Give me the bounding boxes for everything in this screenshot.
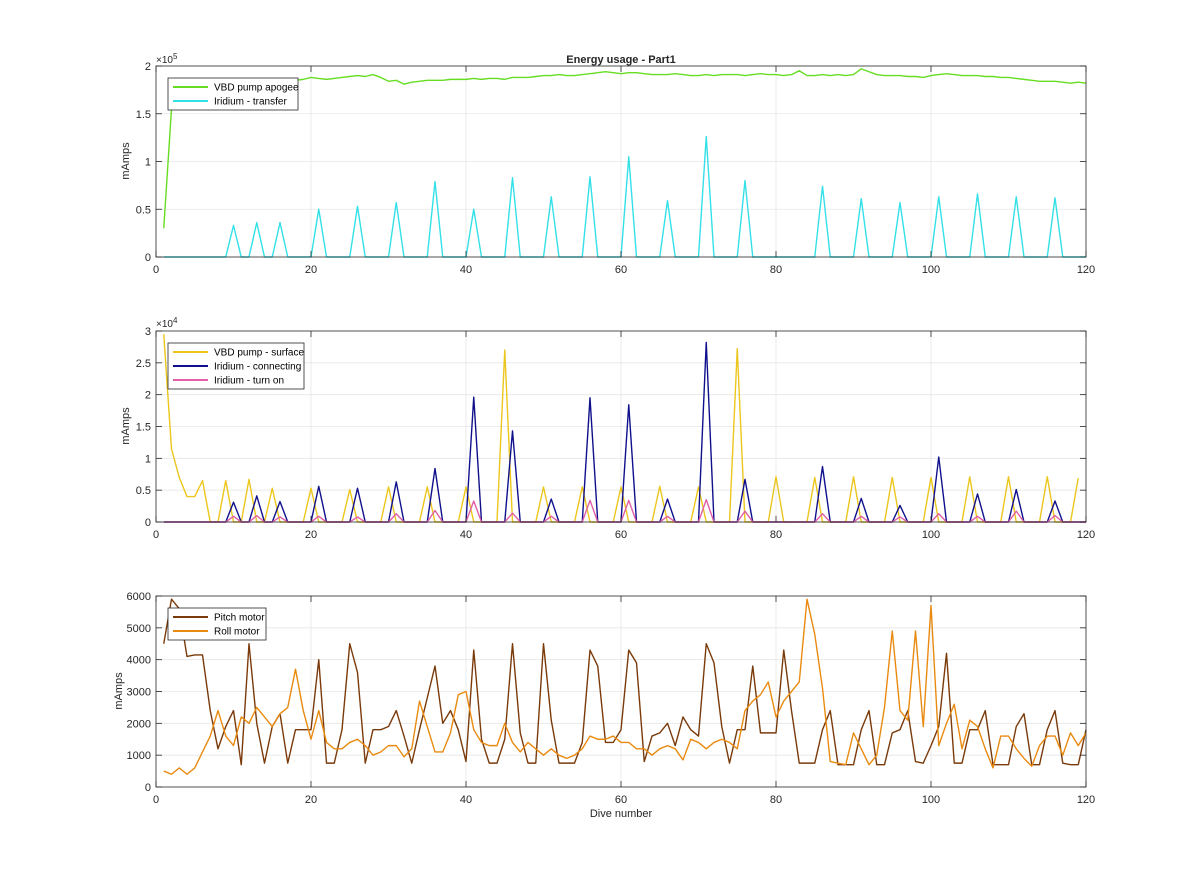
x-tick-label: 80 [770, 794, 782, 806]
legend-entry-label: Iridium - turn on [214, 376, 284, 387]
x-tick-label: 80 [770, 264, 782, 276]
series-line-2 [163, 598, 1087, 775]
y-tick-label: 2 [145, 390, 151, 402]
grid-lines [156, 66, 1086, 257]
y-tick-label: 3 [145, 326, 151, 338]
y-tick-label: 0.5 [136, 485, 151, 497]
tick-layer: 0 20 40 60 80 100 120 0 0.5 1 1.5 2 2.5 3 [136, 326, 1095, 541]
series-line-2 [163, 341, 1086, 523]
y-exponent-label: ×104 [156, 316, 178, 330]
y-tick-label: 3000 [127, 687, 151, 699]
x-tick-label: 40 [460, 794, 472, 806]
y-tick-label: 0 [145, 782, 151, 794]
legend-entry-label: Roll motor [214, 627, 260, 638]
y-tick-label: 1 [145, 157, 151, 169]
legend-entry-label: VBD pump apogee [214, 83, 299, 94]
y-tick-label: 1000 [127, 750, 151, 762]
series-layer [163, 598, 1087, 775]
y-tick-label: 0.5 [136, 204, 151, 216]
series-layer [163, 334, 1086, 523]
y-tick-label: 1.5 [136, 422, 151, 434]
x-tick-label: 120 [1077, 529, 1095, 541]
x-tick-label: 120 [1077, 264, 1095, 276]
x-tick-label: 0 [153, 529, 159, 541]
y-tick-label: 5000 [127, 623, 151, 635]
x-tick-label: 100 [922, 264, 940, 276]
series-layer [163, 68, 1087, 258]
y-exponent-label: ×105 [156, 52, 178, 66]
legend: VBD pump - surface Iridium - connecting Ir… [167, 342, 304, 390]
subplot-bottom: 0 20 40 60 80 100 120 0 1000 2000 3000 4000 5000 6000… [113, 591, 1095, 820]
y-tick-label: 1 [145, 453, 151, 465]
y-tick-label: 2.5 [136, 358, 151, 370]
legend-entry-label: Pitch motor [214, 613, 265, 624]
x-tick-label: 60 [615, 264, 627, 276]
x-tick-label: 40 [460, 264, 472, 276]
x-tick-label: 120 [1077, 794, 1095, 806]
series-line-3 [163, 499, 1086, 523]
y-tick-label: 4000 [127, 655, 151, 667]
x-tick-label: 100 [922, 529, 940, 541]
x-tick-label: 20 [305, 264, 317, 276]
x-tick-label: 40 [460, 529, 472, 541]
x-tick-label: 60 [615, 529, 627, 541]
series-line-2 [163, 135, 1086, 258]
legend-box [167, 77, 299, 111]
y-tick-label: 2000 [127, 718, 151, 730]
legend: Pitch motor Roll motor [167, 607, 267, 641]
grid-lines [156, 596, 1086, 787]
y-tick-label: 0 [145, 517, 151, 529]
series-line-1 [163, 334, 1079, 523]
y-tick-label: 0 [145, 252, 151, 264]
x-tick-label: 20 [305, 794, 317, 806]
x-axis-label: Dive number [590, 808, 653, 820]
subplot-top: 0 20 40 60 80 100 120 0 0.5 1 1.5 2 ×105 mAmps VBD … [120, 52, 1095, 276]
x-tick-label: 20 [305, 529, 317, 541]
tick-layer: 0 20 40 60 80 100 120 0 1000 2000 3000 4000 5000 6000 [127, 591, 1096, 806]
series-line-1 [163, 598, 1087, 766]
tick-layer: 0 20 40 60 80 100 120 0 0.5 1 1.5 2 [136, 61, 1095, 276]
y-axis-label: mAmps [113, 672, 125, 710]
legend: VBD pump apogee Iridium - transfer [167, 77, 299, 111]
figure-title: Energy usage - Part1 [566, 54, 675, 66]
y-tick-label: 6000 [127, 591, 151, 603]
y-tick-label: 1.5 [136, 109, 151, 121]
legend-box [167, 607, 267, 641]
x-tick-label: 100 [922, 794, 940, 806]
x-tick-label: 80 [770, 529, 782, 541]
x-tick-label: 0 [153, 794, 159, 806]
x-tick-label: 60 [615, 794, 627, 806]
legend-entry-label: VBD pump - surface [214, 348, 304, 359]
legend-entry-label: Iridium - connecting [214, 362, 301, 373]
y-tick-label: 2 [145, 61, 151, 73]
y-axis-label: mAmps [120, 407, 132, 445]
y-axis-label: mAmps [120, 142, 132, 180]
series-line-1 [163, 68, 1087, 229]
x-tick-label: 0 [153, 264, 159, 276]
legend-entry-label: Iridium - transfer [214, 97, 287, 108]
grid-lines [156, 331, 1086, 522]
